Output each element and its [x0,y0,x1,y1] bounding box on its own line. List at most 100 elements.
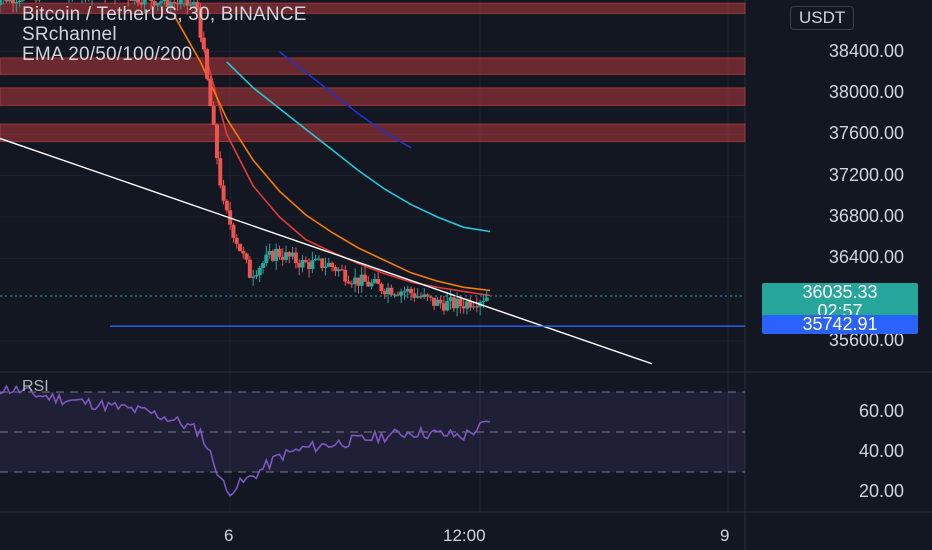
candle-body [435,299,440,306]
candle-body [441,303,446,311]
candle-body [14,1,19,4]
candle-body [399,291,404,296]
candle-body [405,288,410,292]
candle-body [293,252,298,264]
chart-title: Bitcoin / TetherUS, 30, BINANCE [22,4,307,25]
candle-body [349,283,354,285]
candle-body [175,3,180,5]
candle-body [188,4,193,6]
candle-body [238,243,242,252]
rsi-tick-label: 20.00 [858,481,904,501]
candle-body [484,297,489,301]
candle-body [320,258,325,268]
candle-body [221,185,226,201]
candle-body [330,262,335,268]
candle-body [451,297,456,309]
candle-body [481,300,486,302]
candle-body [336,269,341,272]
candle-body [267,251,272,255]
indicator-srchannel-label[interactable]: SRchannel [22,24,117,45]
candle-body [132,0,137,2]
candle-body [359,274,364,286]
candle-body [379,283,384,291]
candle-body [455,298,460,309]
candle-body [241,251,246,254]
candle-body [198,7,203,38]
indicator-ema-label[interactable]: EMA 20/50/100/200 [22,44,193,65]
candle-body [264,254,269,264]
trendline [0,137,653,365]
candle-body [244,253,249,260]
candle-body [234,237,239,244]
ema-line-ema50 [173,15,491,292]
candle-body [438,299,443,304]
rsi-tick-label: 60.00 [858,401,904,421]
candle-body [247,259,252,278]
candle-body [205,49,210,79]
candle-body [277,248,282,257]
candle-body [261,263,266,268]
candle-body [11,0,16,4]
candle-body [307,262,312,269]
candle-body [155,2,160,6]
candle-body [323,266,328,268]
price-tick-label: 38000.00 [828,82,904,102]
candle-body [448,297,453,301]
candle-body [428,296,433,298]
candle-body [445,300,450,311]
candle-body [461,306,466,309]
candle-body [20,0,25,1]
candle-body [191,2,196,5]
candle-body [287,252,292,257]
candle-body [300,259,305,268]
ema-line-ema20 [199,35,491,297]
candle-body [251,276,256,278]
time-tick-label: 12:00 [443,526,486,545]
candle-body [382,290,387,295]
candle-body [366,281,371,287]
candle-body [254,275,259,277]
candle-body [458,298,463,307]
candle-body [152,1,157,6]
candle-body [363,274,367,282]
candle-body [172,2,177,4]
candle-body [7,0,12,2]
time-tick-label: 9 [720,526,730,545]
candle-body [0,0,2,5]
candle-body [402,291,407,293]
candle-body [369,282,374,287]
candle-body [211,106,216,125]
candle-body [418,296,423,298]
candle-body [412,293,417,298]
candle-body [284,252,289,260]
sr-zone [0,123,746,143]
candle-body [432,297,437,306]
candle-body [313,258,318,261]
candle-body [372,278,377,283]
candle-body [257,267,262,276]
candle-body [395,294,400,296]
candle-body [17,0,22,2]
candle-body [464,301,469,309]
rsi-indicator-label[interactable]: RSI [22,378,49,395]
sr-zone [0,2,746,14]
candle-body [474,306,479,308]
candle-body [178,0,183,5]
price-tick-label: 35600.00 [828,330,904,350]
price-tick-label: 38400.00 [828,40,904,61]
candle-body [389,287,394,295]
candle-body [297,263,302,268]
candle-body [159,1,164,3]
candle-body [162,0,167,2]
support-level-tag: 35742.91 [762,315,918,334]
candle-body [149,0,154,2]
candle-body [310,260,315,269]
quote-currency-button[interactable]: USDT [790,6,855,30]
candle-body [392,294,397,296]
candle-body [303,259,308,263]
candle-body [270,251,275,261]
price-tick-label: 37600.00 [828,123,904,144]
candle-body [224,200,229,211]
